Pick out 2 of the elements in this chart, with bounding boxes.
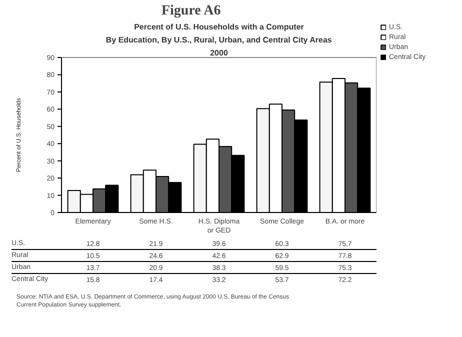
chart-title: Figure A6 [161,4,221,18]
chart-subtitle: Percent of U.S. Households with a Computer By Education, By U.S., Rural, Urban, and Central City Areas 2000 [106,22,332,58]
